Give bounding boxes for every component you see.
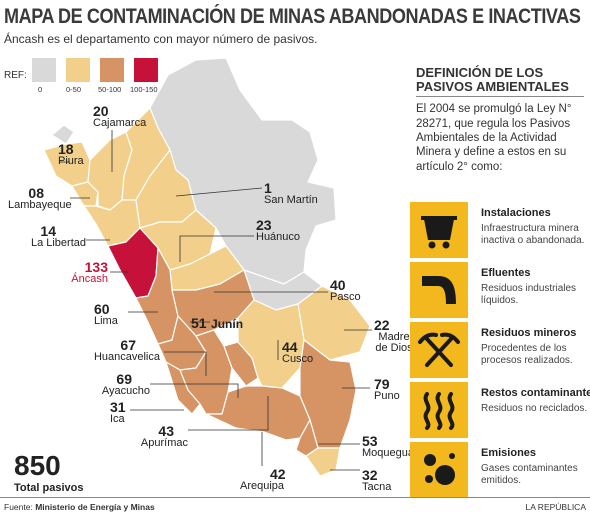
label-pasco: 40 Pasco xyxy=(330,277,361,303)
label-ayacucho: 69 Ayacucho xyxy=(101,371,150,397)
source-name: Ministerio de Energía y Minas xyxy=(35,502,155,512)
region-cusco xyxy=(237,299,305,389)
legend-range-50-100: 50-100 xyxy=(98,85,122,94)
legend-swatch-50-100 xyxy=(100,58,124,82)
region-arequipa xyxy=(205,385,311,441)
legend-swatch-0-50 xyxy=(66,58,90,82)
label-tacna: 32 Tacna xyxy=(362,467,392,493)
particles-icon xyxy=(410,442,468,498)
pipe-outflow-icon xyxy=(410,262,468,318)
definition-title: Restos contaminantes xyxy=(481,387,590,399)
publisher-brand: LA REPÚBLICA xyxy=(525,502,586,512)
label-huancavelica: 67 Huancavelica xyxy=(93,337,160,363)
label-piura: 18 Piura xyxy=(58,141,84,167)
label-la-libertad: 14 La Libertad xyxy=(30,223,86,249)
label-apurimac: 43 Apurímac xyxy=(140,423,188,449)
total-label: Total pasivos xyxy=(14,482,84,494)
leader-san-martin xyxy=(175,187,263,197)
definition-text: Residuos no reciclados. xyxy=(481,403,588,414)
definition-title: Emisiones xyxy=(481,447,537,459)
panel-title: DEFINICIÓN DE LOS PASIVOS AMBIENTALES xyxy=(416,65,569,94)
definition-text: Gases contaminantes emitidos. xyxy=(481,463,578,487)
definition-text: Procedentes de los procesos realizados. xyxy=(481,343,573,367)
source-note: Fuente: Ministerio de Energía y Minas xyxy=(4,502,155,512)
page-subtitle: Áncash es el departamento con mayor núme… xyxy=(4,32,318,46)
label-madre-de-dios: 22 Madre de Dios xyxy=(374,317,413,354)
source-prefix: Fuente: xyxy=(4,502,36,512)
total-block: 850 Total pasivos xyxy=(14,450,84,495)
definition-restos-contaminantes: Restos contaminantes Residuos no recicla… xyxy=(410,382,590,438)
legend-range-0-50: 0-50 xyxy=(66,85,82,94)
label-san-martin: 1 San Martín xyxy=(264,180,318,206)
panel-intro: El 2004 se promulgó la Ley N° 28271, que… xyxy=(416,103,572,173)
label-lambayeque: 08 Lambayeque xyxy=(8,185,72,211)
definition-text: Infraestructura minera inactiva o abando… xyxy=(481,223,585,247)
leader-apurimac xyxy=(188,396,269,431)
mine-cart-icon xyxy=(410,202,468,258)
definition-title: Residuos mineros xyxy=(481,327,577,339)
definition-residuos-mineros: Residuos mineros Procedentes de los proc… xyxy=(410,322,590,378)
region-tumbes xyxy=(51,124,75,145)
label-cusco: 44 Cusco xyxy=(282,339,314,365)
label-puno: 79 Puno xyxy=(374,376,400,402)
definition-emisiones: Emisiones Gases contaminantes emitidos. xyxy=(410,442,590,498)
page-title: MAPA DE CONTAMINACIÓN DE MINAS ABANDONAD… xyxy=(4,5,581,28)
legend-swatch-100-150 xyxy=(134,58,158,82)
label-arequipa: 42 Arequipa xyxy=(240,466,286,492)
steam-waves-icon xyxy=(410,382,468,438)
leader-huanuco xyxy=(179,235,254,262)
label-ancash: 133 Áncash xyxy=(71,259,108,285)
legend-range-0: 0 xyxy=(38,85,43,94)
crossed-pickaxes-icon xyxy=(410,322,468,378)
definition-title: Efluentes xyxy=(481,267,531,279)
legend-label: REF: xyxy=(4,70,27,81)
definition-instalaciones: Instalaciones Infraestructura minera ina… xyxy=(410,202,590,258)
region-lambayeque xyxy=(71,181,99,207)
definition-title: Instalaciones xyxy=(481,207,551,219)
footer-divider xyxy=(0,497,590,498)
definitions-panel: DEFINICIÓN DE LOS PASIVOS AMBIENTALES El… xyxy=(410,66,590,174)
leader-huancavelica xyxy=(164,351,207,376)
total-value: 850 xyxy=(14,450,61,481)
label-huanuco: 23 Huánuco xyxy=(256,217,301,243)
label-junin: 51 Junín xyxy=(191,315,244,331)
label-moquegua: 53 Moquegua xyxy=(362,433,414,459)
label-lima: 60 Lima xyxy=(94,301,118,327)
legend-swatch-0 xyxy=(32,58,56,82)
definition-efluentes: Efluentes Residuos industriales líquidos… xyxy=(410,262,590,318)
legend-range-100-150: 100-150 xyxy=(130,85,158,94)
definition-text: Residuos industriales líquidos. xyxy=(481,283,577,307)
leader-ayacucho xyxy=(150,383,239,398)
panel-divider xyxy=(416,96,584,98)
label-cajamarca: 20 Cajamarca xyxy=(93,103,147,129)
region-tacna xyxy=(305,447,341,477)
label-ica: 31 Ica xyxy=(110,399,126,425)
peru-map xyxy=(43,57,372,477)
